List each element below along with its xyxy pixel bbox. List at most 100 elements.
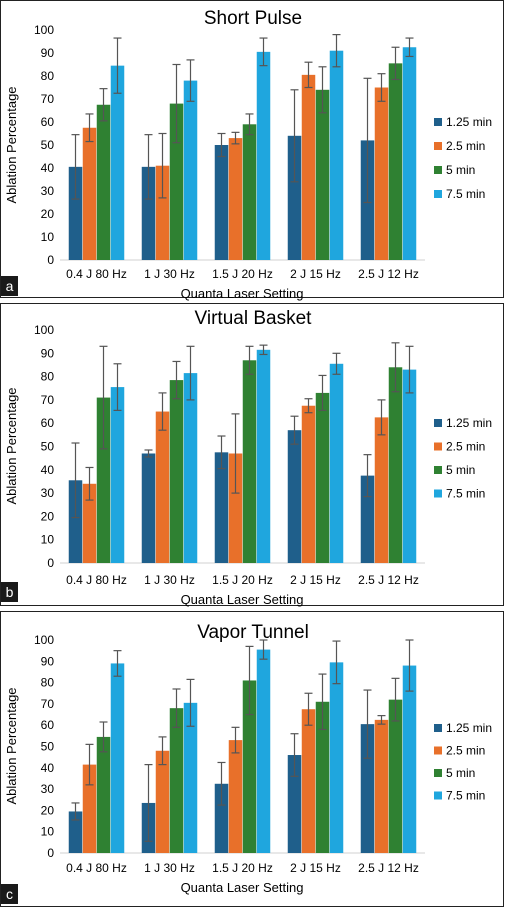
panel-frame <box>0 0 504 298</box>
x-tick-label: 0.4 J 80 Hz <box>66 861 127 875</box>
y-tick-label: 20 <box>41 207 55 221</box>
y-tick-label: 70 <box>41 393 55 407</box>
bar <box>82 483 97 563</box>
panel-letter: b <box>6 584 14 600</box>
y-tick-label: 10 <box>41 230 55 244</box>
bar <box>169 708 184 853</box>
bar <box>96 104 111 260</box>
bar <box>82 127 97 260</box>
panel-letter: c <box>6 886 13 902</box>
legend-swatch <box>434 791 442 800</box>
y-tick-label: 70 <box>41 697 55 711</box>
bar <box>388 63 403 260</box>
chart-title: Virtual Basket <box>195 308 313 329</box>
x-tick-label: 2 J 15 Hz <box>290 573 341 587</box>
legend-label: 2.5 min <box>446 440 485 454</box>
bar <box>155 411 170 563</box>
x-tick-label: 2 J 15 Hz <box>290 861 341 875</box>
bar <box>329 363 344 563</box>
y-tick-label: 70 <box>41 92 55 106</box>
bar <box>110 387 125 563</box>
bar <box>214 452 229 563</box>
legend-label: 1.25 min <box>446 721 492 735</box>
bar <box>360 475 375 563</box>
y-tick-label: 50 <box>41 138 55 152</box>
bar <box>155 750 170 853</box>
legend-swatch <box>434 489 442 498</box>
bar <box>183 80 198 260</box>
x-tick-label: 1.5 J 20 Hz <box>212 573 273 587</box>
bar <box>287 430 302 563</box>
x-axis-label: Quanta Laser Setting <box>181 880 304 895</box>
bar <box>388 367 403 563</box>
bar <box>374 87 389 260</box>
y-tick-label: 0 <box>47 556 54 570</box>
bar <box>301 709 316 853</box>
bar <box>301 405 316 563</box>
bar <box>141 453 156 563</box>
y-tick-label: 0 <box>47 846 54 860</box>
bar <box>228 740 243 853</box>
bar <box>256 349 271 563</box>
bar <box>360 724 375 853</box>
bar <box>68 811 83 853</box>
chart-panel-c: Vapor Tunnel 0 10 20 30 40 50 60 70 80 90 100 Ablati… <box>0 611 504 907</box>
bar <box>315 701 330 853</box>
bar <box>110 65 125 261</box>
y-axis-label: Ablation Percentage <box>4 86 19 203</box>
legend-swatch <box>434 466 442 474</box>
y-tick-label: 90 <box>41 46 55 60</box>
y-tick-label: 30 <box>41 184 55 198</box>
bar <box>183 373 198 563</box>
bar <box>68 480 83 563</box>
y-tick-label: 60 <box>41 416 55 430</box>
legend-label: 7.5 min <box>446 187 485 201</box>
bar <box>256 51 271 260</box>
legend-swatch <box>434 724 442 732</box>
legend-label: 5 min <box>446 463 475 477</box>
legend-label: 5 min <box>446 766 475 780</box>
bar <box>82 764 97 853</box>
legend-label: 1.25 min <box>446 416 492 430</box>
bar <box>329 662 344 853</box>
y-tick-label: 80 <box>41 69 55 83</box>
y-tick-label: 40 <box>41 463 55 477</box>
y-axis-label: Ablation Percentage <box>4 387 19 504</box>
legend-swatch <box>434 769 442 777</box>
y-tick-label: 50 <box>41 440 55 454</box>
bar <box>96 397 111 563</box>
y-tick-label: 40 <box>41 761 55 775</box>
bar <box>242 360 257 563</box>
legend-swatch <box>434 419 442 427</box>
panel-letter: a <box>6 278 14 294</box>
y-tick-label: 90 <box>41 346 55 360</box>
bar <box>242 680 257 853</box>
y-tick-label: 80 <box>41 676 55 690</box>
x-tick-label: 2 J 15 Hz <box>290 267 341 281</box>
y-tick-label: 20 <box>41 509 55 523</box>
legend-swatch <box>434 166 442 174</box>
bar <box>315 392 330 563</box>
y-tick-label: 100 <box>34 323 54 337</box>
bar <box>287 135 302 260</box>
y-tick-label: 90 <box>41 654 55 668</box>
y-tick-label: 0 <box>47 253 54 267</box>
x-axis-label: Quanta Laser Setting <box>181 286 304 301</box>
bar <box>214 145 229 260</box>
y-tick-label: 60 <box>41 115 55 129</box>
x-tick-label: 1 J 30 Hz <box>144 267 195 281</box>
bar <box>402 369 417 563</box>
chart-panel-b: Virtual Basket 0 10 20 30 40 50 60 70 80 90 100 Abla… <box>0 303 504 607</box>
y-tick-label: 30 <box>41 486 55 500</box>
y-tick-label: 40 <box>41 161 55 175</box>
legend-label: 2.5 min <box>446 139 485 153</box>
bar <box>287 755 302 853</box>
bar <box>402 47 417 260</box>
y-tick-label: 80 <box>41 370 55 384</box>
chart-panel-a: Short Pulse 0 10 20 30 40 50 60 70 80 90 100 Ablatio… <box>0 0 504 301</box>
y-tick-label: 10 <box>41 533 55 547</box>
legend-swatch <box>434 118 442 126</box>
x-tick-label: 0.4 J 80 Hz <box>66 573 127 587</box>
